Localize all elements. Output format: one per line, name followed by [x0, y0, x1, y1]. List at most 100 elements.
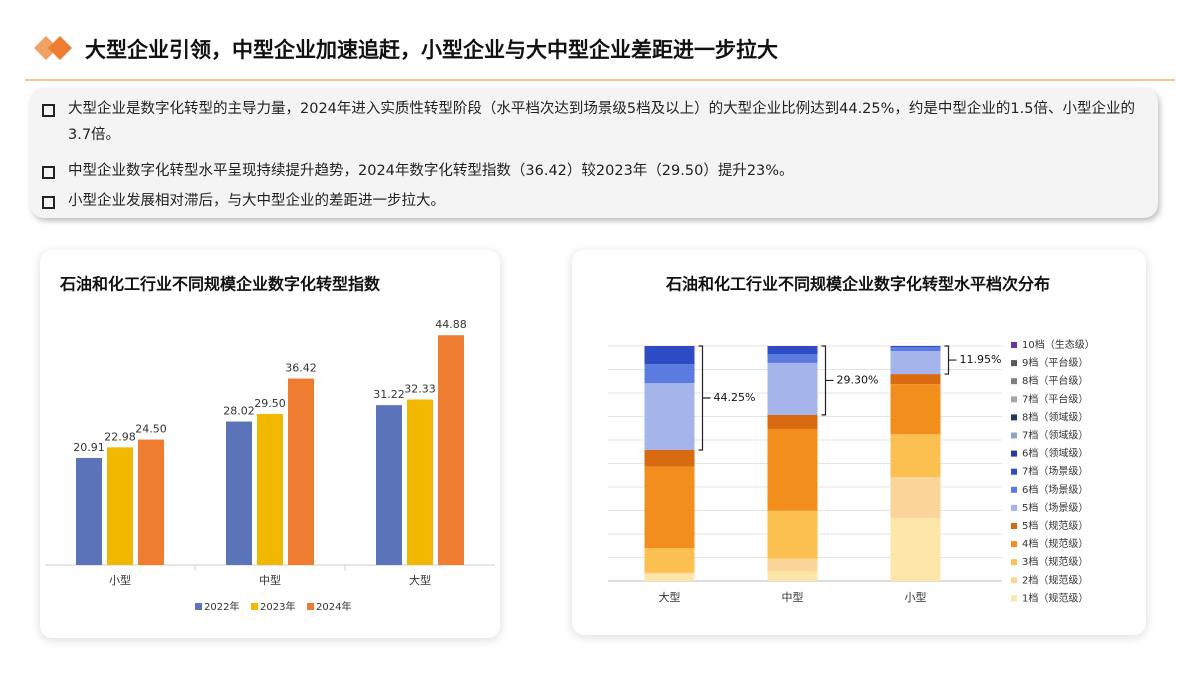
bullet: 中型企业数字化转型水平呈现持续提升趋势，2024年数字化转型指数（36.42）较… [42, 158, 1158, 184]
x-tick-label: 小型 [109, 573, 131, 587]
bracket [698, 345, 711, 451]
bar-segment [890, 347, 941, 352]
legend-swatch [1011, 450, 1017, 457]
legend-swatch [1011, 486, 1017, 493]
legend-swatch [251, 603, 258, 610]
bar-segment [890, 518, 941, 581]
legend-label: 10档（生态级） [1022, 338, 1095, 351]
legend-label: 6档（场景级） [1022, 483, 1088, 496]
bar-segment [767, 346, 818, 354]
legend-swatch [1011, 523, 1017, 529]
bar [257, 413, 283, 565]
legend-swatch [1011, 414, 1017, 421]
legend-swatch [307, 603, 314, 610]
legend-label: 9档（平台级） [1022, 356, 1088, 369]
legend-swatch [1011, 396, 1017, 403]
legend-label: 6档（领域级） [1022, 447, 1088, 460]
bar-segment [644, 346, 695, 365]
legend-label: 4档（规范级） [1022, 537, 1088, 550]
bar [138, 439, 164, 565]
bar-segment [767, 353, 818, 363]
legend-swatch [195, 603, 202, 610]
value-label: 31.22 [373, 388, 405, 401]
bar-segment [767, 571, 818, 581]
bar-segment [644, 383, 695, 450]
bar-segment [890, 477, 941, 519]
x-tick-label: 小型 [905, 590, 927, 604]
legend-label: 7档（领域级） [1022, 429, 1088, 442]
legend-swatch [1011, 577, 1017, 584]
legend-label: 2024年 [316, 600, 351, 613]
divider [25, 79, 1175, 81]
bar [226, 421, 252, 565]
legend-swatch [1011, 468, 1017, 475]
legend-label: 1档（规范级） [1022, 591, 1088, 604]
legend-swatch [1011, 378, 1017, 385]
summary-box: 大型企业是数字化转型的主导力量，2024年进入实质性转型阶段（水平档次达到场景级… [30, 88, 1158, 218]
bar-segment [890, 384, 941, 435]
annotation: 29.30% [837, 373, 879, 386]
x-tick-label: 大型 [409, 573, 431, 587]
bar-segment [890, 346, 941, 348]
bracket [821, 345, 834, 416]
chart-title: 石油和化工行业不同规模企业数字化转型水平档次分布 [665, 275, 1050, 294]
legend-label: 7档（场景级） [1022, 465, 1088, 478]
legend-label: 2022年 [204, 600, 239, 613]
bar-segment [767, 558, 818, 572]
bar-segment [644, 573, 695, 581]
bar-segment [644, 449, 695, 467]
bar-segment [644, 466, 695, 549]
legend-label: 5档（场景级） [1022, 501, 1088, 514]
bar [288, 378, 314, 565]
annotation: 44.25% [714, 391, 756, 404]
chart-title: 石油和化工行业不同规模企业数字化转型指数 [59, 275, 381, 294]
value-label: 32.33 [404, 382, 436, 395]
legend-label: 3档（规范级） [1022, 555, 1088, 568]
bar [76, 457, 102, 565]
title-icon [34, 36, 72, 60]
legend-swatch [1011, 432, 1017, 439]
x-tick-label: 中型 [782, 590, 804, 604]
value-label: 44.88 [435, 318, 467, 331]
legend-swatch [1011, 541, 1017, 548]
value-label: 20.91 [73, 441, 105, 454]
legend-label: 7档（平台级） [1022, 392, 1088, 405]
bullet: 小型企业发展相对滞后，与大中型企业的差距进一步拉大。 [42, 188, 1158, 214]
legend-label: 2档（规范级） [1022, 573, 1088, 586]
bar-segment [890, 351, 941, 375]
legend-label: 8档（平台级） [1022, 374, 1088, 387]
bar [107, 447, 133, 565]
x-tick-label: 大型 [659, 590, 681, 604]
bar-segment [890, 374, 941, 385]
value-label: 29.50 [254, 397, 286, 410]
legend-swatch [1011, 559, 1017, 566]
x-tick-label: 中型 [259, 573, 281, 587]
value-label: 28.02 [223, 405, 255, 418]
legend-label: 5档（规范级） [1022, 519, 1088, 532]
bar-segment [890, 434, 941, 478]
legend-label: 2023年 [260, 600, 295, 613]
diamond [48, 36, 72, 60]
value-label: 22.98 [104, 430, 136, 443]
legend-label: 8档（领域级） [1022, 410, 1088, 423]
bar [407, 399, 433, 565]
value-label: 24.50 [135, 423, 167, 436]
bullet: 大型企业是数字化转型的主导力量，2024年进入实质性转型阶段（水平档次达到场景级… [42, 96, 1158, 148]
legend-swatch [1011, 360, 1017, 367]
bar-segment [767, 414, 818, 429]
bar-segment [644, 548, 695, 573]
bar-segment [644, 572, 695, 574]
bracket [944, 345, 957, 375]
legend-swatch [1011, 595, 1017, 602]
bar-segment [767, 362, 818, 415]
bar [376, 405, 402, 565]
annotation: 11.95% [960, 353, 1002, 366]
value-label: 36.42 [285, 362, 317, 375]
legend-swatch [1011, 504, 1017, 511]
bar [438, 335, 464, 565]
page-title: 大型企业引领，中型企业加速追赶，小型企业与大中型企业差距进一步拉大 [85, 38, 778, 62]
legend-swatch [1011, 342, 1017, 348]
bar-segment [767, 428, 818, 511]
